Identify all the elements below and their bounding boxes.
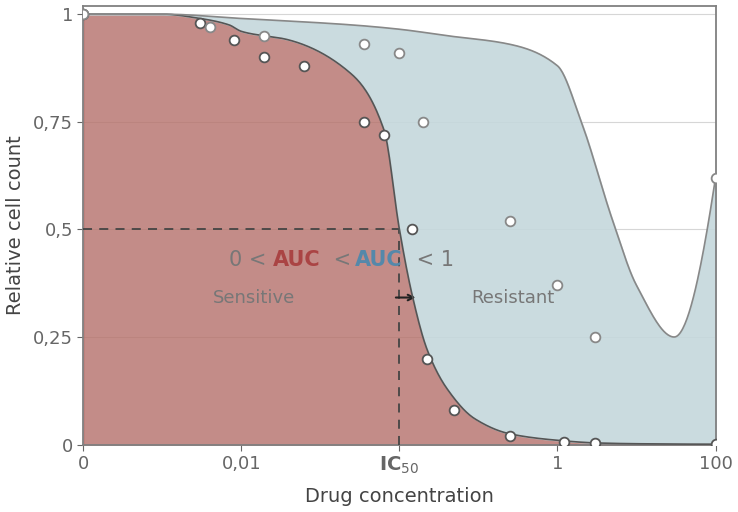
Text: Resistant: Resistant	[472, 289, 555, 307]
Text: Sensitive: Sensitive	[213, 289, 295, 307]
Text: < 1: < 1	[410, 250, 454, 270]
Text: 0 <: 0 <	[229, 250, 273, 270]
X-axis label: Drug concentration: Drug concentration	[305, 487, 494, 506]
Text: AUC: AUC	[273, 250, 320, 270]
Text: AUC: AUC	[355, 250, 403, 270]
Text: <: <	[327, 250, 357, 270]
Y-axis label: Relative cell count: Relative cell count	[6, 135, 24, 315]
